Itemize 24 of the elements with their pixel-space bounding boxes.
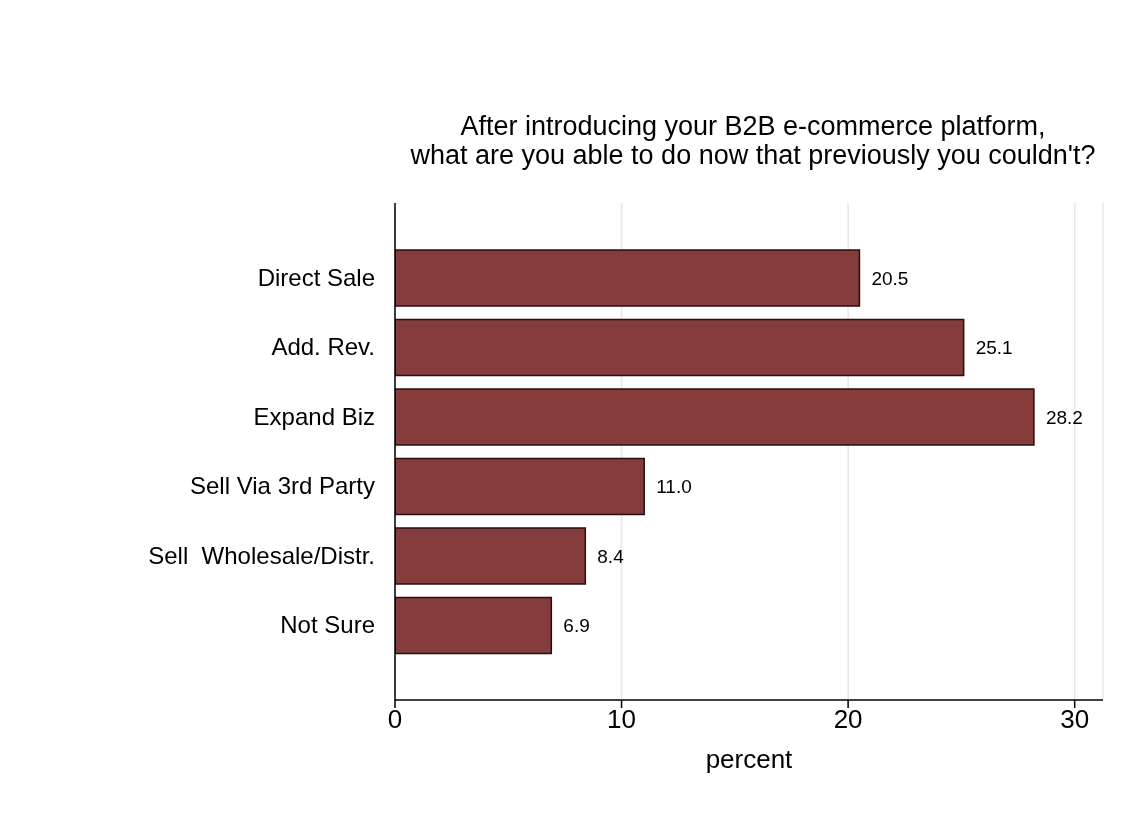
bar xyxy=(395,527,587,585)
bar xyxy=(395,388,1035,446)
y-tick-label: Not Sure xyxy=(280,611,375,639)
bar xyxy=(395,457,645,516)
y-tick-label: Sell Wholesale/Distr. xyxy=(148,541,375,569)
bar xyxy=(395,318,965,377)
x-tick-label: 30 xyxy=(1060,704,1090,735)
data-label: 8.4 xyxy=(597,545,625,567)
data-label: 28.2 xyxy=(1045,406,1083,428)
y-tick-label: Sell Via 3rd Party xyxy=(190,472,375,500)
x-tick-label: 10 xyxy=(607,704,637,735)
bar xyxy=(395,596,553,655)
chart-title: After introducing your B2B e-commerce platform, what are you able to do now that previously you couldn't? xyxy=(409,111,1097,170)
y-tick-label: Direct Sale xyxy=(257,263,375,291)
bar xyxy=(395,249,861,307)
data-label: 25.1 xyxy=(975,337,1013,359)
x-tick-label: 0 xyxy=(387,704,403,735)
x-axis-title: percent xyxy=(705,744,794,774)
data-label: 11.0 xyxy=(656,476,692,498)
y-tick-label: Add. Rev. xyxy=(271,333,375,361)
data-label: 6.9 xyxy=(563,615,590,637)
x-tick-label: 20 xyxy=(833,704,863,735)
y-tick-label: Expand Biz xyxy=(253,402,375,430)
data-label: 20.5 xyxy=(871,267,909,289)
